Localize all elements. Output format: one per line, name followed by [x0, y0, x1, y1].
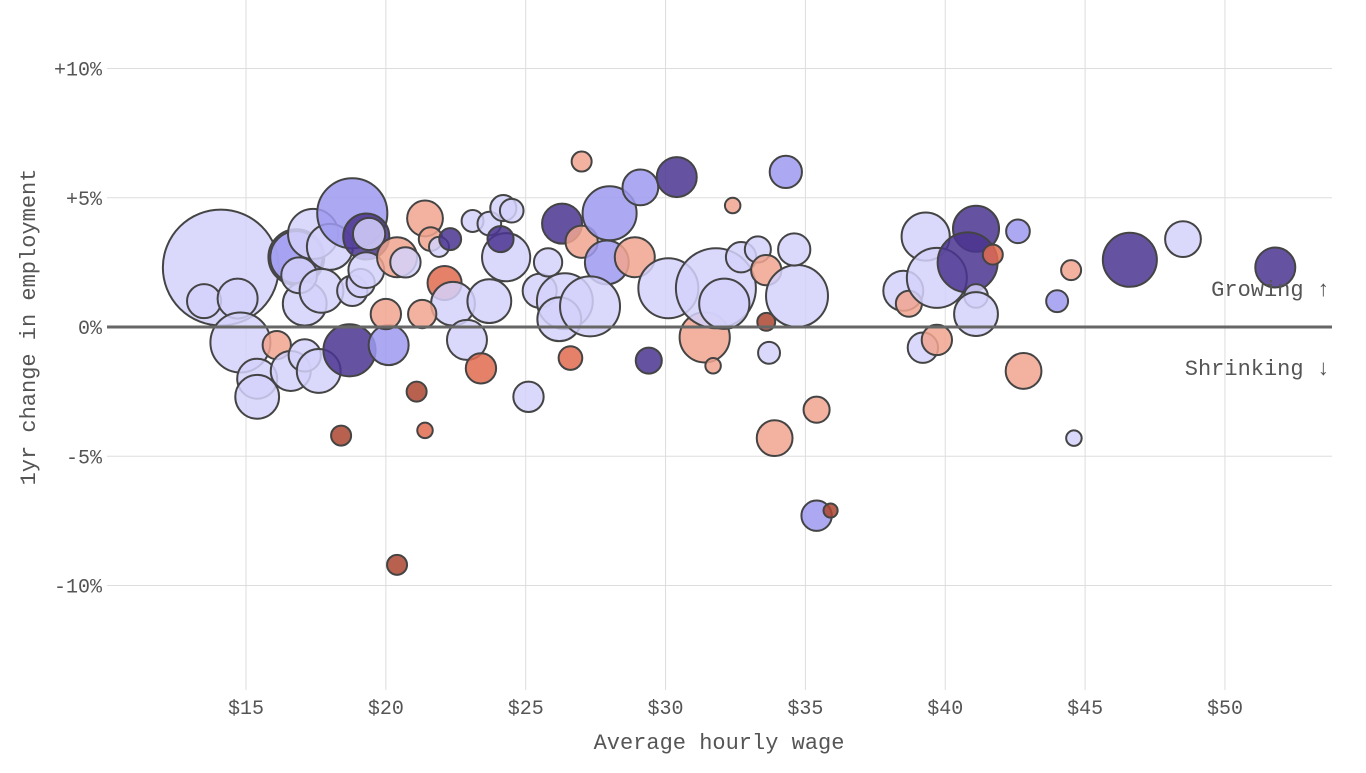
x-tick-label: $35 [787, 698, 823, 721]
x-tick-labels: $15 $20 $25 $30 $35 $40 $45 $50 [228, 698, 1243, 721]
bubble-light[interactable] [186, 283, 223, 320]
bubble-light[interactable] [466, 278, 513, 325]
bubble-light[interactable] [498, 197, 525, 224]
y-tick-label: 0% [78, 318, 103, 341]
bubble-salmon[interactable] [613, 236, 656, 279]
bubble-salmon[interactable] [1060, 259, 1083, 282]
y-tick-label: +5% [66, 189, 103, 212]
bubble-light[interactable] [389, 246, 422, 279]
bubble-salmon[interactable] [369, 297, 403, 331]
bubble-light[interactable] [757, 340, 781, 365]
bubbles [161, 150, 1297, 576]
bubble-light[interactable] [698, 277, 751, 330]
x-tick-label: $50 [1207, 698, 1243, 721]
y-tick-label: -10% [54, 577, 103, 600]
bubble-light[interactable] [351, 216, 387, 252]
bubble-darkred[interactable] [822, 502, 839, 519]
bubble-darkred[interactable] [405, 380, 428, 403]
bubble-dark[interactable] [438, 227, 463, 252]
bubble-light[interactable] [777, 232, 812, 267]
bubble-light[interactable] [512, 380, 545, 413]
bubble-salmon[interactable] [1004, 352, 1043, 390]
bubble-salmon[interactable] [755, 419, 794, 458]
bubble-salmon[interactable] [802, 395, 831, 424]
bubble-dark[interactable] [322, 323, 377, 378]
x-tick-label: $30 [648, 698, 684, 721]
x-tick-label: $40 [927, 698, 963, 721]
x-tick-label: $25 [508, 698, 544, 721]
bubble-salmon[interactable] [407, 298, 438, 330]
bubble-darkred[interactable] [386, 553, 409, 576]
x-tick-label: $20 [368, 698, 404, 721]
bubble-orange[interactable] [416, 421, 434, 440]
bubble-light[interactable] [953, 291, 999, 337]
bubble-light[interactable] [445, 318, 488, 361]
x-axis-label: Average hourly wage [594, 731, 845, 756]
x-tick-label: $15 [228, 698, 264, 721]
x-tick-label: $45 [1067, 698, 1103, 721]
y-axis-label: 1yr change in employment [17, 169, 42, 486]
bubble-orange[interactable] [981, 243, 1004, 266]
bubble-dark[interactable] [486, 225, 515, 254]
bubble-mid[interactable] [621, 168, 660, 207]
bubble-light[interactable] [234, 373, 281, 420]
bubble-light[interactable] [532, 247, 564, 278]
bubble-dark[interactable] [634, 346, 663, 375]
shrinking-annotation: Shrinking ↓ [1185, 357, 1330, 382]
bubble-mid[interactable] [1005, 218, 1031, 245]
bubble-light[interactable] [1164, 220, 1202, 258]
bubble-orange[interactable] [464, 352, 498, 385]
bubble-light[interactable] [765, 263, 829, 328]
bubble-dark[interactable] [655, 156, 698, 199]
y-tick-label: -5% [66, 447, 103, 470]
bubble-light[interactable] [1065, 429, 1083, 447]
bubble-dark[interactable] [1254, 246, 1297, 289]
bubble-salmon[interactable] [920, 323, 954, 357]
bubble-salmon[interactable] [723, 196, 742, 215]
growing-annotation: Growing ↑ [1211, 278, 1330, 303]
bubble-dark[interactable] [1101, 231, 1158, 288]
bubble-salmon[interactable] [570, 150, 593, 173]
bubble-mid[interactable] [367, 324, 410, 367]
bubble-darkred[interactable] [330, 424, 353, 447]
bubble-salmon[interactable] [704, 357, 722, 375]
bubble-orange[interactable] [557, 345, 584, 371]
y-tick-label: +10% [54, 60, 103, 83]
y-tick-labels: +10% +5% 0% -5% -10% [54, 60, 103, 600]
bubble-light[interactable] [559, 275, 622, 338]
bubble-mid[interactable] [768, 154, 803, 190]
bubble-mid[interactable] [1045, 289, 1070, 314]
